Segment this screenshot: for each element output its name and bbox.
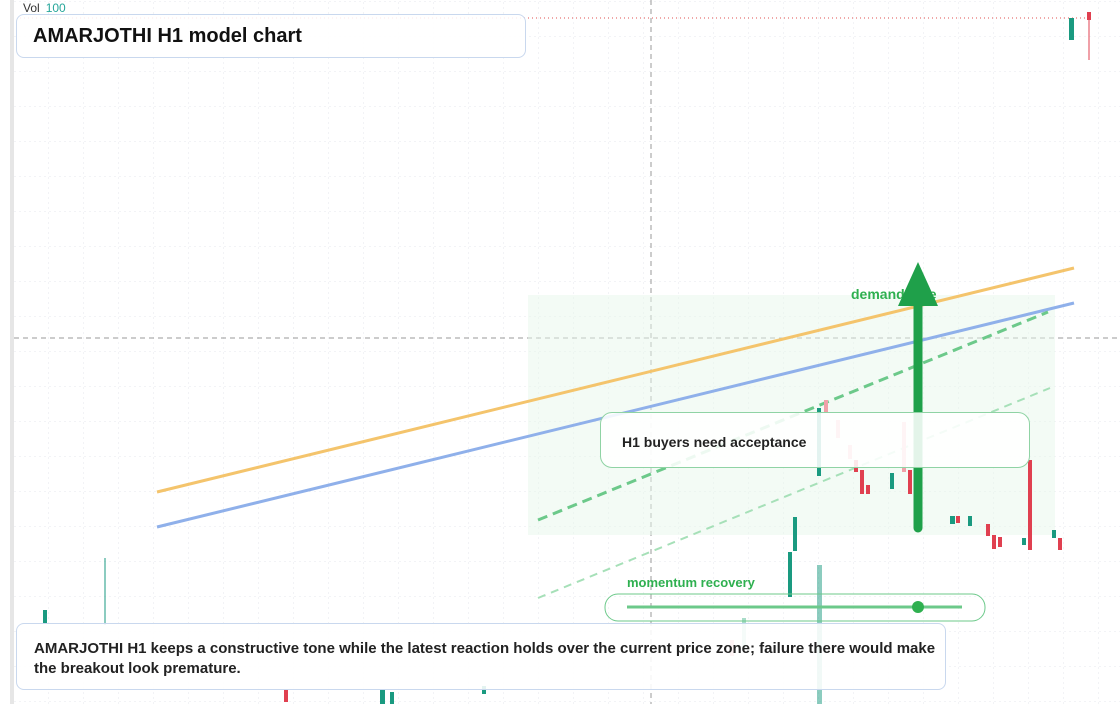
title-box: AMARJOTHI H1 model chart (16, 14, 526, 58)
volume-label: Vol (23, 1, 40, 15)
candle (390, 692, 394, 704)
zone-label: demand side (851, 286, 937, 302)
candle (998, 537, 1002, 547)
candle (956, 516, 960, 523)
candle (968, 516, 972, 526)
candle (788, 552, 792, 597)
candle (950, 516, 955, 524)
candle (1058, 538, 1062, 550)
candle (1052, 530, 1056, 538)
callout: H1 buyers need acceptance (600, 412, 1030, 468)
candle (43, 610, 47, 624)
candle (1028, 460, 1032, 550)
note: AMARJOTHI H1 keeps a constructive tone w… (16, 623, 946, 690)
candle (482, 686, 486, 694)
candle (1069, 18, 1074, 40)
candle (992, 535, 996, 549)
momentum-knob (912, 601, 924, 613)
candle (1022, 538, 1026, 545)
candle (1087, 12, 1091, 20)
momentum-pill (604, 593, 986, 622)
candle (284, 690, 288, 702)
candle (824, 400, 828, 412)
left-scale (10, 0, 14, 704)
candle (890, 473, 894, 489)
volume-legend: Vol 100 (23, 1, 66, 15)
candle (866, 485, 870, 494)
candle (793, 517, 797, 551)
candle (908, 470, 912, 494)
momentum-label: momentum recovery (627, 575, 755, 590)
candle (860, 470, 864, 494)
volume-value: 100 (45, 1, 66, 15)
candle (380, 690, 385, 704)
candle (986, 524, 990, 536)
